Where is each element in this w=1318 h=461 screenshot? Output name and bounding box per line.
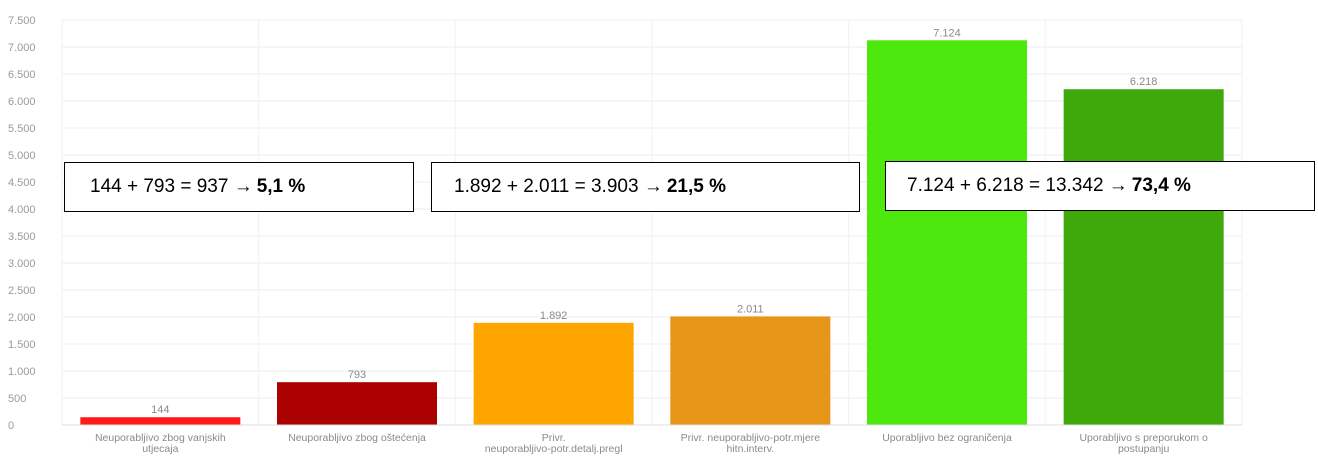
data-label: 2.011 bbox=[737, 303, 764, 315]
y-tick-label: 3.000 bbox=[8, 258, 36, 270]
y-tick-label: 4.500 bbox=[8, 177, 36, 189]
bar bbox=[1063, 89, 1224, 425]
annotation-box-usable: 7.124 + 6.218 = 13.342 → 73,4 % bbox=[885, 161, 1315, 211]
annotation-text: 7.124 + 6.218 = 13.342 → bbox=[907, 175, 1128, 196]
x-tick-label: Uporabljivo s preporukom o bbox=[1079, 432, 1208, 444]
x-tick-label: Privr. bbox=[542, 432, 566, 444]
data-label: 1.892 bbox=[540, 310, 568, 322]
x-tick-label: neuporabljivo-potr.detalj.pregl bbox=[485, 443, 623, 455]
bar bbox=[867, 40, 1027, 425]
x-tick-label: Neuporabljivo zbog oštećenja bbox=[288, 432, 426, 444]
annotation-box-unusable: 144 + 793 = 937 → 5,1 % bbox=[64, 162, 414, 212]
bar bbox=[277, 382, 437, 425]
y-tick-label: 3.500 bbox=[8, 231, 36, 243]
annotation-text: 144 + 793 = 937 → bbox=[90, 176, 253, 197]
y-tick-label: 5.000 bbox=[8, 150, 36, 162]
y-tick-label: 6.500 bbox=[8, 69, 36, 81]
annotation-text: 1.892 + 2.011 = 3.903 → bbox=[454, 176, 663, 197]
y-tick-label: 4.000 bbox=[8, 204, 36, 216]
y-tick-label: 7.000 bbox=[8, 42, 36, 54]
y-tick-label: 5.500 bbox=[8, 123, 36, 135]
y-tick-label: 6.000 bbox=[8, 96, 36, 108]
x-tick-label: Neuporabljivo zbog vanjskih bbox=[95, 432, 226, 444]
data-label: 793 bbox=[348, 369, 366, 381]
data-label: 6.218 bbox=[1130, 76, 1158, 88]
y-tick-label: 2.500 bbox=[8, 285, 36, 297]
data-label: 7.124 bbox=[933, 27, 961, 39]
y-tick-label: 0 bbox=[8, 420, 14, 432]
annotation-percentage: 5,1 % bbox=[256, 176, 306, 197]
y-axis: 0 500 1.000 1.500 2.000 2.500 3.000 3.500 4.000 4… bbox=[8, 15, 36, 432]
x-tick-label: utjecaja bbox=[142, 443, 178, 455]
annotation-percentage: 73,4 % bbox=[1131, 175, 1191, 196]
annotation-box-temporarily-unusable: 1.892 + 2.011 = 3.903 → 21,5 % bbox=[431, 162, 860, 212]
bar bbox=[80, 417, 241, 425]
x-tick-label: Privr. neuporabljivo-potr.mjere bbox=[681, 432, 821, 444]
y-tick-label: 7.500 bbox=[8, 15, 36, 27]
bar bbox=[473, 322, 634, 425]
y-tick-label: 1.000 bbox=[8, 366, 36, 378]
bar bbox=[670, 316, 831, 425]
y-tick-label: 2.000 bbox=[8, 312, 36, 324]
bars: 144 793 1.892 2.011 7.124 6.218 bbox=[80, 27, 1224, 425]
x-tick-label: hitn.interv. bbox=[726, 443, 774, 455]
grid-lines bbox=[61, 19, 1243, 426]
data-label: 144 bbox=[151, 404, 169, 416]
x-tick-label: postupanju bbox=[1118, 443, 1170, 455]
x-tick-label: Uporabljivo bez ograničenja bbox=[882, 432, 1012, 444]
y-tick-label: 1.500 bbox=[8, 339, 36, 351]
y-tick-label: 500 bbox=[8, 393, 26, 405]
annotation-percentage: 21,5 % bbox=[666, 176, 726, 197]
